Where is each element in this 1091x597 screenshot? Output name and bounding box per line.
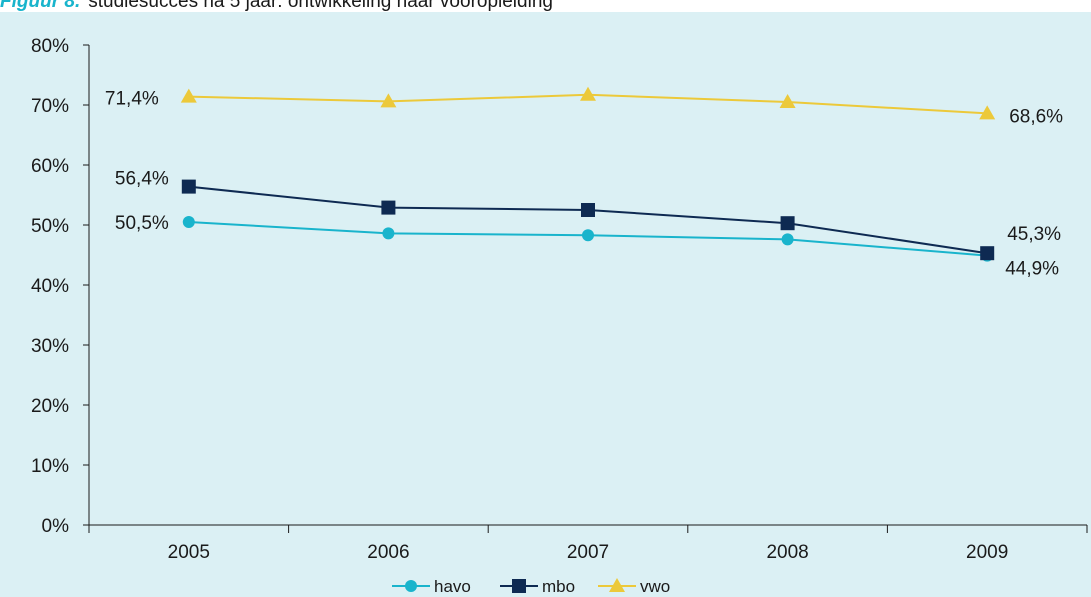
y-tick-label: 60% <box>31 156 69 177</box>
mbo-data-point <box>581 203 595 217</box>
figure-label: Figuur 8. <box>0 0 81 12</box>
mbo-data-point <box>181 179 196 194</box>
vwo-data-label: 68,6% <box>1009 106 1063 127</box>
y-tick-label: 80% <box>31 36 69 57</box>
mbo-data-label: 45,3% <box>1007 224 1061 245</box>
vwo-data-point <box>180 88 197 103</box>
y-tick-label: 40% <box>31 276 69 297</box>
figure-caption: Figuur 8. studiesucces na 5 jaar: ontwikk… <box>0 0 553 12</box>
legend-mbo-marker <box>512 579 526 593</box>
legend-havo-label: havo <box>434 577 471 596</box>
vwo-data-point <box>779 94 796 108</box>
legend-vwo-marker <box>609 578 625 592</box>
vwo-data-point <box>580 86 596 101</box>
havo-data-point <box>382 227 395 240</box>
havo-data-point <box>781 233 794 246</box>
vwo-data-point <box>380 93 397 108</box>
mbo-series-line <box>188 185 988 255</box>
vwo-data-label: 71,4% <box>105 89 159 110</box>
x-tick-label: 2007 <box>567 542 609 563</box>
legend-havo-marker <box>405 580 417 592</box>
y-tick-label: 50% <box>31 216 69 237</box>
havo-data-point <box>582 229 594 242</box>
mbo-data-point <box>980 246 995 261</box>
legend-mbo-label: mbo <box>542 577 575 596</box>
mbo-data-label: 56,4% <box>115 169 169 190</box>
x-tick-label: 2009 <box>966 542 1008 563</box>
x-tick-label: 2008 <box>766 542 808 563</box>
havo-data-label: 50,5% <box>115 213 169 234</box>
y-tick-label: 0% <box>42 516 70 537</box>
mbo-data-point <box>780 216 795 231</box>
y-tick-label: 30% <box>31 336 69 357</box>
x-tick-label: 2006 <box>367 542 409 563</box>
y-tick-label: 20% <box>31 396 69 417</box>
havo-data-label: 44,9% <box>1005 259 1059 280</box>
legend-vwo-label: vwo <box>640 577 670 596</box>
vwo-data-point <box>979 105 996 120</box>
x-tick-label: 2005 <box>168 542 210 563</box>
y-tick-label: 10% <box>31 456 69 477</box>
mbo-data-point <box>381 200 396 215</box>
figure-title: studiesucces na 5 jaar: ontwikkeling naa… <box>88 0 553 12</box>
y-tick-label: 70% <box>31 96 69 117</box>
havo-data-point <box>182 216 195 228</box>
